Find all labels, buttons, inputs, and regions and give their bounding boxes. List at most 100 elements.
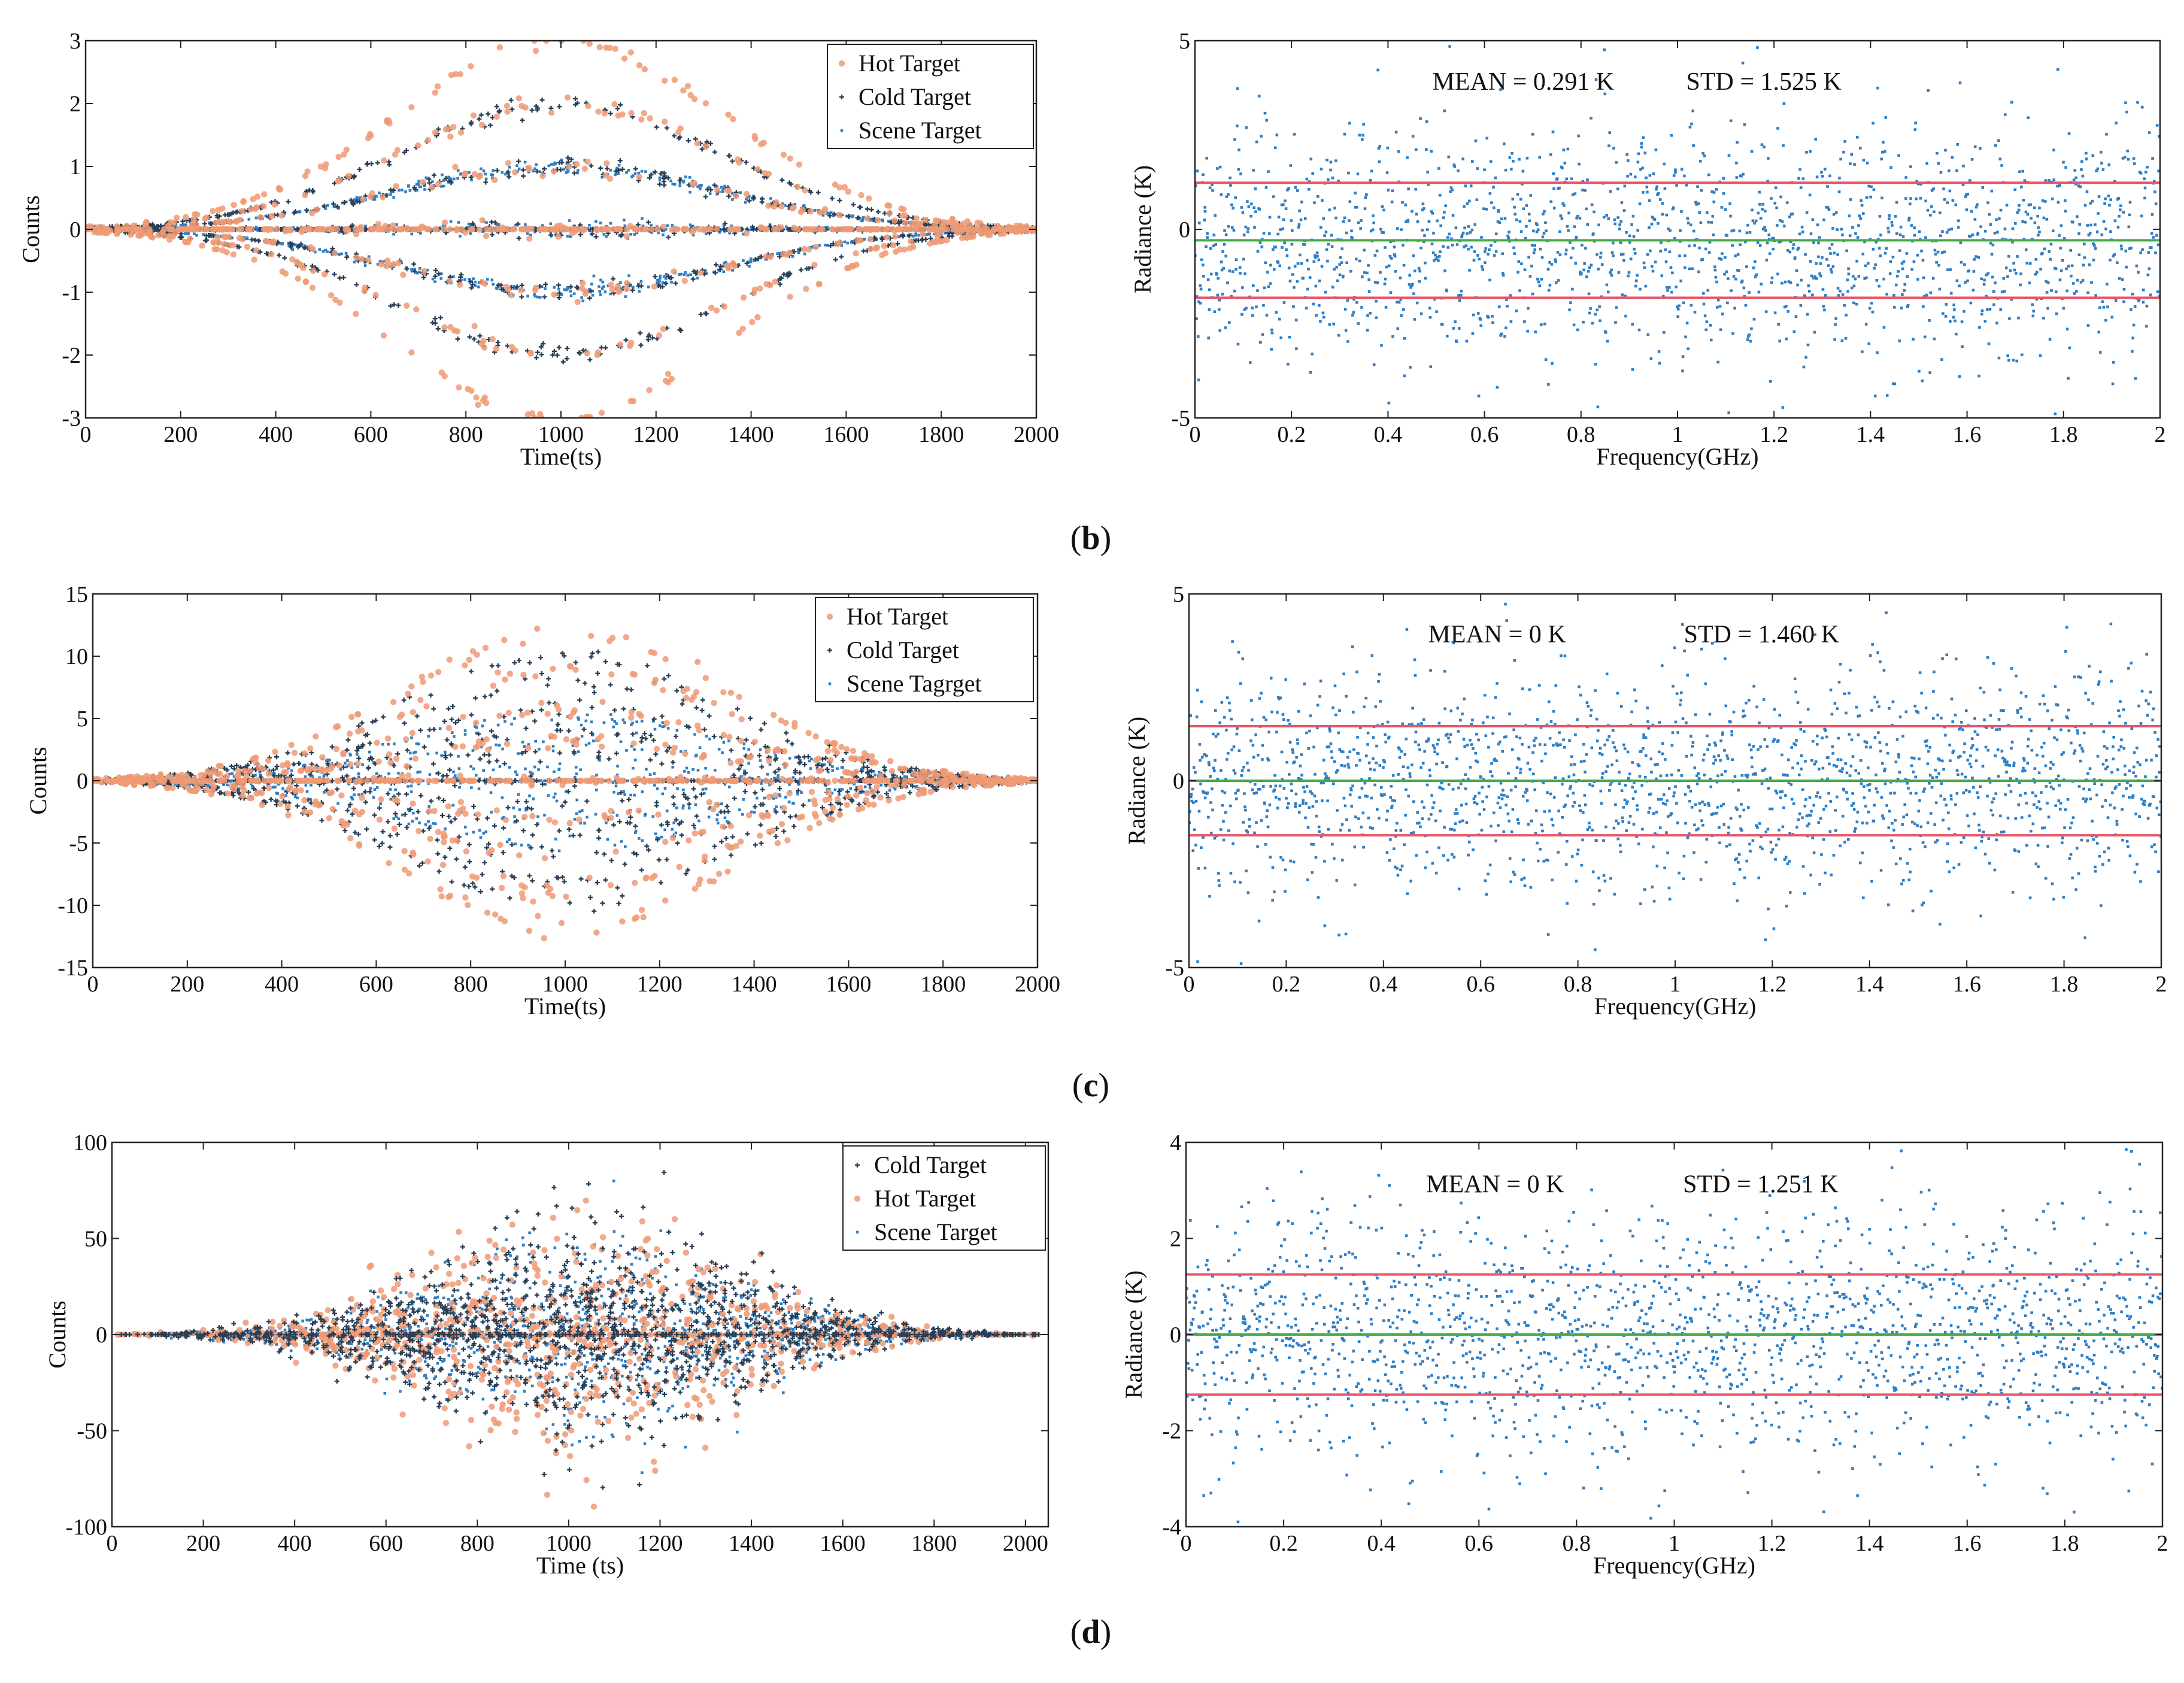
- data-point: [635, 231, 639, 235]
- data-point: [1876, 86, 1879, 90]
- data-point: [1463, 245, 1466, 248]
- data-point: [1870, 185, 1873, 189]
- data-point: [769, 197, 772, 200]
- data-point: [1800, 278, 1803, 282]
- data-point: [1221, 292, 1224, 296]
- data-point: [1965, 208, 1968, 211]
- data-point: [1816, 223, 1819, 226]
- data-point: [557, 104, 562, 110]
- data-point: [1721, 252, 1724, 255]
- data-point: [1913, 128, 1917, 131]
- data-point: [1979, 225, 1982, 228]
- data-point: [1994, 144, 1997, 147]
- data-point: [1973, 258, 1976, 261]
- data-point: [1481, 265, 1484, 268]
- data-point: [1351, 237, 1354, 240]
- data-point: [1962, 164, 1965, 168]
- data-point: [1223, 242, 1226, 246]
- data-point: [1620, 253, 1623, 256]
- data-point: [389, 193, 392, 196]
- data-point: [418, 267, 421, 270]
- data-point: [538, 170, 542, 174]
- data-point: [517, 167, 521, 171]
- data-point: [1338, 273, 1342, 277]
- data-point: [594, 351, 600, 359]
- data-point: [500, 226, 506, 233]
- data-point: [664, 277, 668, 280]
- data-point: [1988, 213, 1991, 216]
- data-point: [1684, 266, 1686, 269]
- data-point: [1493, 254, 1496, 257]
- data-point: [600, 287, 604, 290]
- data-point: [353, 198, 356, 201]
- data-point: [691, 96, 698, 102]
- data-point: [469, 224, 472, 227]
- data-point: [1588, 311, 1591, 315]
- data-point: [1654, 260, 1657, 263]
- data-point: [1744, 240, 1747, 244]
- data-point: [1400, 228, 1403, 231]
- data-point: [1554, 260, 1557, 263]
- data-point: [1648, 226, 1651, 229]
- data-point: [508, 166, 511, 169]
- data-point: [1859, 217, 1863, 220]
- data-point: [1964, 281, 1967, 284]
- data-point: [703, 311, 708, 316]
- data-point: [832, 211, 837, 217]
- data-point: [821, 214, 825, 217]
- data-point: [633, 172, 637, 175]
- data-point: [1745, 265, 1748, 268]
- data-point: [1362, 123, 1365, 126]
- data-point: [1637, 152, 1640, 156]
- data-point: [638, 116, 645, 123]
- data-point: [1013, 226, 1020, 233]
- data-point: [1658, 362, 1661, 365]
- data-point: [1777, 323, 1780, 326]
- data-point: [739, 191, 742, 194]
- data-point: [1693, 244, 1696, 247]
- data-point: [307, 244, 314, 251]
- data-point: [1527, 307, 1530, 310]
- data-point: [1791, 247, 1795, 250]
- data-point: [202, 221, 207, 226]
- data-point: [867, 245, 874, 253]
- data-point: [1902, 260, 1906, 263]
- data-point: [625, 171, 628, 174]
- data-point: [1460, 289, 1463, 293]
- data-point: [1795, 269, 1798, 272]
- data-point: [1442, 216, 1445, 219]
- data-point: [1367, 264, 1370, 267]
- data-point: [1490, 201, 1493, 204]
- data-point: [483, 399, 490, 407]
- data-point: [1340, 261, 1343, 264]
- data-point: [1918, 230, 1921, 234]
- data-point: [1393, 254, 1397, 258]
- data-point: [1970, 210, 1973, 213]
- data-point: [1812, 277, 1815, 280]
- data-point: [832, 181, 839, 188]
- data-point: [440, 272, 443, 275]
- data-point: [171, 232, 174, 235]
- data-point: [1299, 218, 1303, 222]
- data-point: [1691, 267, 1694, 271]
- data-point: [280, 242, 284, 245]
- data-point: [1448, 232, 1451, 236]
- data-point: [469, 285, 474, 290]
- data-point: [1452, 163, 1455, 166]
- data-point: [1675, 184, 1678, 187]
- data-point: [590, 283, 593, 286]
- data-point: [759, 199, 765, 205]
- data-point: [1327, 242, 1330, 246]
- data-point: [1231, 270, 1234, 273]
- data-point: [1402, 244, 1405, 247]
- data-point: [1511, 198, 1515, 201]
- data-point: [1369, 229, 1373, 233]
- data-point: [1569, 256, 1573, 259]
- data-point: [2001, 237, 2004, 241]
- data-point: [808, 190, 814, 195]
- data-point: [318, 248, 321, 251]
- data-point: [1287, 362, 1290, 366]
- data-point: [688, 176, 691, 179]
- data-point: [609, 292, 612, 296]
- data-point: [1701, 258, 1704, 261]
